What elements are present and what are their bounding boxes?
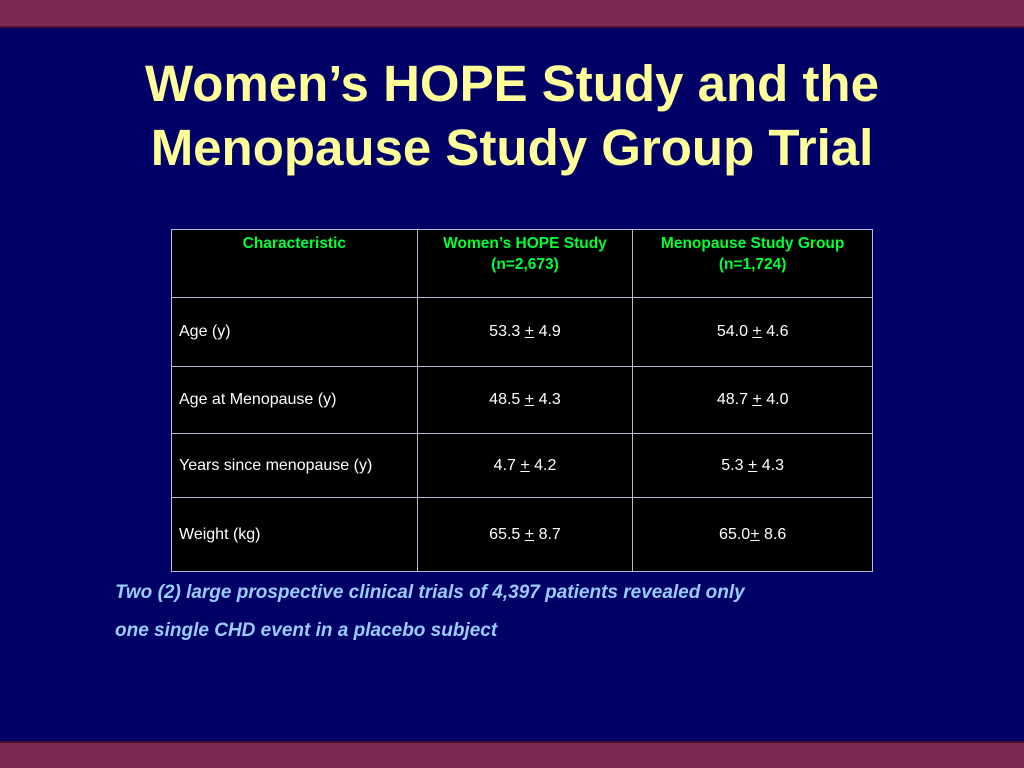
table-row: Years since menopause (y) 4.7 + 4.2 5.3 … — [171, 433, 873, 498]
slide-title: Women’s HOPE Study and the Menopause Stu… — [0, 52, 1024, 180]
slide-title-line-2: Menopause Study Group Trial — [150, 119, 874, 176]
plus-minus-sign: + — [750, 525, 760, 543]
hope-value: 65.5 + 8.7 — [416, 497, 634, 572]
footnote: Two (2) large prospective clinical trial… — [115, 574, 915, 650]
table-row: Weight (kg) 65.5 + 8.7 65.0+ 8.6 — [171, 497, 873, 572]
header-msg-name: Menopause Study Group — [660, 235, 845, 252]
characteristics-table: Characteristic Women’s HOPE Study (n=2,6… — [171, 229, 873, 572]
plus-minus-sign: + — [524, 323, 535, 340]
footnote-line-2: one single CHD event in a placebo subjec… — [115, 620, 498, 641]
plus-minus-sign: + — [524, 391, 535, 408]
table-row: Age (y) 53.3 + 4.9 54.0 + 4.6 — [171, 297, 873, 367]
header-hope-study: Women’s HOPE Study (n=2,673) — [416, 229, 634, 298]
header-msg-n: (n=1,724) — [718, 256, 787, 273]
table-row: Age at Menopause (y) 48.5 + 4.3 48.7 + 4… — [171, 366, 873, 434]
row-label: Weight (kg) — [171, 497, 418, 572]
plus-minus-sign: + — [752, 391, 762, 408]
slide-title-line-1: Women’s HOPE Study and the — [145, 55, 879, 112]
msg-value: 65.0+ 8.6 — [632, 497, 873, 572]
plus-minus-sign: + — [520, 456, 530, 474]
row-label: Age (y) — [171, 297, 418, 367]
plus-minus-sign: + — [747, 456, 758, 474]
bottom-decorative-band — [0, 741, 1024, 768]
top-decorative-band — [0, 0, 1024, 28]
header-menopause-study-group: Menopause Study Group (n=1,724) — [632, 229, 873, 298]
msg-value: 5.3 + 4.3 — [632, 433, 873, 498]
header-hope-study-n: (n=2,673) — [491, 256, 559, 273]
hope-value: 4.7 + 4.2 — [416, 433, 634, 498]
header-characteristic: Characteristic — [171, 229, 418, 298]
footnote-line-1: Two (2) large prospective clinical trial… — [115, 582, 745, 603]
row-label: Years since menopause (y) — [171, 433, 418, 498]
plus-minus-sign: + — [524, 525, 535, 543]
row-label: Age at Menopause (y) — [171, 366, 418, 434]
table-header-row: Characteristic Women’s HOPE Study (n=2,6… — [171, 229, 873, 298]
hope-value: 53.3 + 4.9 — [416, 297, 634, 367]
msg-value: 54.0 + 4.6 — [632, 297, 873, 367]
msg-value: 48.7 + 4.0 — [632, 366, 873, 434]
header-hope-study-name: Women’s HOPE Study — [443, 235, 607, 252]
header-characteristic-label: Characteristic — [242, 235, 347, 252]
hope-value: 48.5 + 4.3 — [416, 366, 634, 434]
plus-minus-sign: + — [752, 323, 762, 340]
